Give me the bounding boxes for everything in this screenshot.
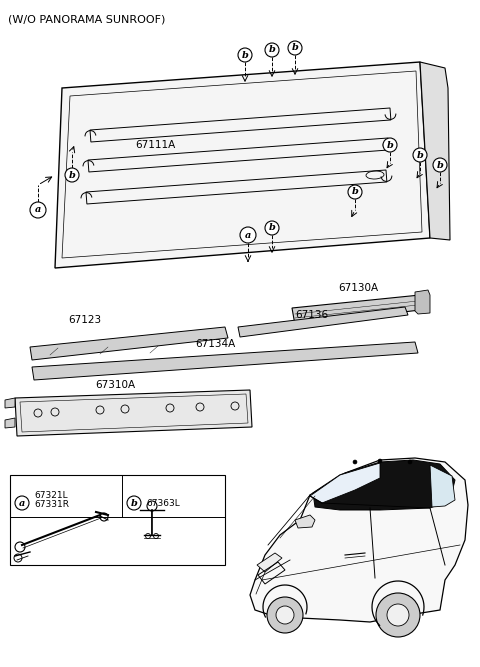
Circle shape (387, 604, 409, 626)
Polygon shape (5, 398, 15, 408)
Circle shape (127, 496, 141, 510)
Text: a: a (19, 498, 25, 508)
Polygon shape (313, 460, 455, 510)
Text: b: b (417, 151, 423, 159)
Text: b: b (241, 51, 249, 59)
Circle shape (240, 227, 256, 243)
Circle shape (15, 496, 29, 510)
Circle shape (288, 41, 302, 55)
Circle shape (265, 43, 279, 57)
Polygon shape (420, 62, 450, 240)
Circle shape (65, 168, 79, 182)
Text: b: b (351, 187, 359, 197)
Text: b: b (291, 43, 299, 53)
Polygon shape (30, 327, 228, 360)
Polygon shape (250, 458, 468, 622)
Bar (10, 475, 225, 565)
Circle shape (433, 158, 447, 172)
Text: 67134A: 67134A (195, 339, 235, 349)
Polygon shape (310, 463, 380, 503)
Circle shape (348, 185, 362, 199)
Polygon shape (257, 553, 282, 572)
Text: 67363L: 67363L (146, 498, 180, 508)
Text: b: b (269, 45, 276, 55)
Polygon shape (5, 418, 15, 428)
Polygon shape (430, 465, 455, 507)
Polygon shape (415, 290, 430, 314)
Text: b: b (131, 498, 137, 508)
Text: 67310A: 67310A (95, 380, 135, 390)
Circle shape (376, 593, 420, 637)
Text: 67136: 67136 (295, 310, 328, 320)
Text: b: b (69, 171, 75, 179)
Text: 67130A: 67130A (338, 283, 378, 293)
Polygon shape (295, 515, 315, 528)
Circle shape (408, 460, 412, 464)
Text: b: b (269, 223, 276, 233)
Circle shape (276, 606, 294, 624)
Text: 67321L: 67321L (34, 491, 68, 500)
Text: a: a (35, 205, 41, 215)
Text: 67111A: 67111A (135, 140, 175, 150)
Text: (W/O PANORAMA SUNROOF): (W/O PANORAMA SUNROOF) (8, 15, 166, 25)
Circle shape (30, 202, 46, 218)
Text: a: a (245, 231, 251, 239)
Polygon shape (292, 295, 420, 325)
Circle shape (383, 138, 397, 152)
Circle shape (267, 597, 303, 633)
Polygon shape (238, 307, 408, 337)
Circle shape (265, 221, 279, 235)
Text: b: b (437, 161, 444, 169)
Polygon shape (55, 62, 430, 268)
Circle shape (378, 459, 382, 463)
Text: 67123: 67123 (68, 315, 101, 325)
Circle shape (413, 148, 427, 162)
Text: 67331R: 67331R (34, 500, 69, 509)
Polygon shape (15, 390, 252, 436)
Circle shape (353, 460, 357, 464)
Circle shape (238, 48, 252, 62)
Polygon shape (32, 342, 418, 380)
Text: b: b (386, 141, 394, 149)
